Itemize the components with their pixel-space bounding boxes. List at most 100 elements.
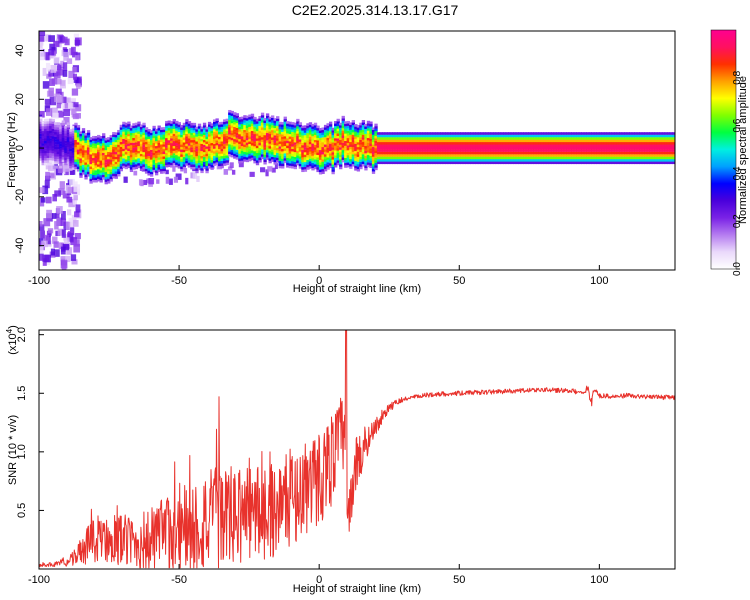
spectrogram-cell [470, 159, 474, 162]
spectrogram-cell [666, 161, 671, 165]
spectrogram-cell [603, 144, 608, 148]
spectrogram-cell [434, 154, 439, 157]
spectrogram-cell [104, 150, 108, 153]
spectrogram-cell [563, 151, 567, 155]
spectrogram-cell [215, 145, 219, 148]
spectrogram-cell [316, 130, 320, 134]
spectrogram-cell [376, 132, 381, 135]
spectrogram-cell [109, 135, 113, 138]
spectrogram-cell [157, 125, 161, 129]
spectrogram-noise-cell [69, 169, 75, 176]
spectrogram-cell [392, 161, 396, 165]
spectrogram-cell [69, 153, 73, 157]
spectrogram-cell [298, 149, 303, 152]
spectrogram-cell [218, 156, 222, 159]
spectrogram-cell [349, 139, 353, 143]
spectrogram-cell [349, 132, 353, 135]
spectrogram-cell [182, 137, 187, 141]
spectrogram-cell [288, 146, 292, 149]
spectrogram-cell [91, 172, 96, 176]
spectrogram-cell [298, 153, 303, 157]
spectrogram-cell [613, 146, 618, 150]
spectrogram-cell [376, 139, 381, 143]
spectrogram-cell [91, 179, 96, 183]
spectrogram-cell [56, 136, 60, 140]
spectrogram-cell [394, 144, 398, 148]
spectrogram-cell [44, 155, 48, 159]
spectrogram-cell [349, 134, 353, 138]
spectrogram-cell [49, 118, 53, 122]
spectrogram-cell [263, 117, 267, 121]
spectrogram-cell [207, 160, 212, 164]
spectrogram-cell [250, 123, 255, 127]
spectrogram-cell [618, 132, 623, 135]
spectrogram-cell [112, 151, 116, 155]
spectrogram-cell [321, 137, 325, 140]
spectrogram-cell [490, 154, 494, 157]
spectrogram-cell [495, 151, 499, 155]
spectrogram-cell [513, 156, 517, 160]
spectrogram-cell [102, 157, 106, 161]
spectrogram-cell [76, 146, 81, 150]
spectrogram-cell [205, 136, 209, 140]
spectrogram-cell [513, 137, 517, 140]
spectrogram-cell [243, 122, 247, 126]
spectrogram-cell [318, 135, 323, 138]
spectrogram-cell [553, 156, 557, 160]
spectrogram-cell [99, 177, 103, 181]
spectrogram-cell [487, 134, 492, 138]
spectrogram-cell [528, 149, 532, 152]
spectrogram-cell [412, 134, 416, 138]
spectrogram-cell [447, 139, 451, 143]
spectrogram-cell [414, 151, 419, 155]
spectrogram-cell [344, 133, 348, 137]
spectrogram-cell [278, 148, 282, 152]
spectrogram-cell [513, 141, 517, 145]
spectrogram-cell [147, 148, 151, 152]
spectrogram-noise-cell [58, 242, 64, 250]
spectrogram-cell [573, 139, 577, 143]
spectrogram-cell [586, 146, 590, 150]
spectrogram-cell [578, 144, 582, 148]
spectrogram-cell [122, 151, 126, 154]
spectrogram-cell [616, 159, 620, 162]
spectrogram-noise-cell [148, 178, 155, 185]
spectrogram-noise-cell [57, 165, 64, 174]
spectrogram-cell [573, 137, 577, 140]
spectrogram-cell [223, 126, 227, 130]
spectrogram-cell [369, 133, 373, 137]
spectrogram-cell [328, 153, 333, 156]
spectrogram-cell [336, 160, 340, 163]
spectrogram-cell [381, 156, 386, 160]
spectrogram-cell [162, 161, 166, 164]
spectrogram-cell [540, 161, 545, 165]
spectrogram-cell [505, 137, 509, 140]
spectrogram-cell [119, 136, 124, 140]
spectrogram-cell [66, 149, 71, 152]
spectrogram-cell [180, 151, 184, 155]
spectrogram-cell [76, 161, 81, 165]
spectrogram-cell [117, 142, 121, 145]
spectrogram-cell [195, 143, 199, 147]
spectrogram-cell [286, 133, 290, 136]
spectrogram-cell [243, 146, 247, 150]
spectrogram-cell [273, 154, 277, 158]
spectrogram-cell [641, 154, 645, 157]
spectrogram-cell [364, 145, 368, 149]
spectrogram-cell [636, 137, 640, 140]
spectrogram-cell [160, 149, 164, 152]
spectrogram-cell [228, 129, 232, 133]
spectrogram-cell [379, 139, 383, 143]
spectrogram-cell [79, 153, 83, 156]
spectrogram-cell [381, 159, 386, 162]
spectrogram-noise-cell [70, 254, 77, 261]
spectrogram-cell [76, 144, 81, 148]
spectrogram-cell [107, 139, 111, 143]
spectrogram-cell [127, 165, 131, 169]
spectrogram-cell [656, 132, 661, 135]
spectrogram-cell [119, 154, 124, 157]
spectrogram-cell [255, 138, 260, 141]
spectrogram-cell [46, 140, 50, 144]
spectrogram-cell [596, 161, 600, 165]
spectrogram-cell [200, 165, 204, 169]
